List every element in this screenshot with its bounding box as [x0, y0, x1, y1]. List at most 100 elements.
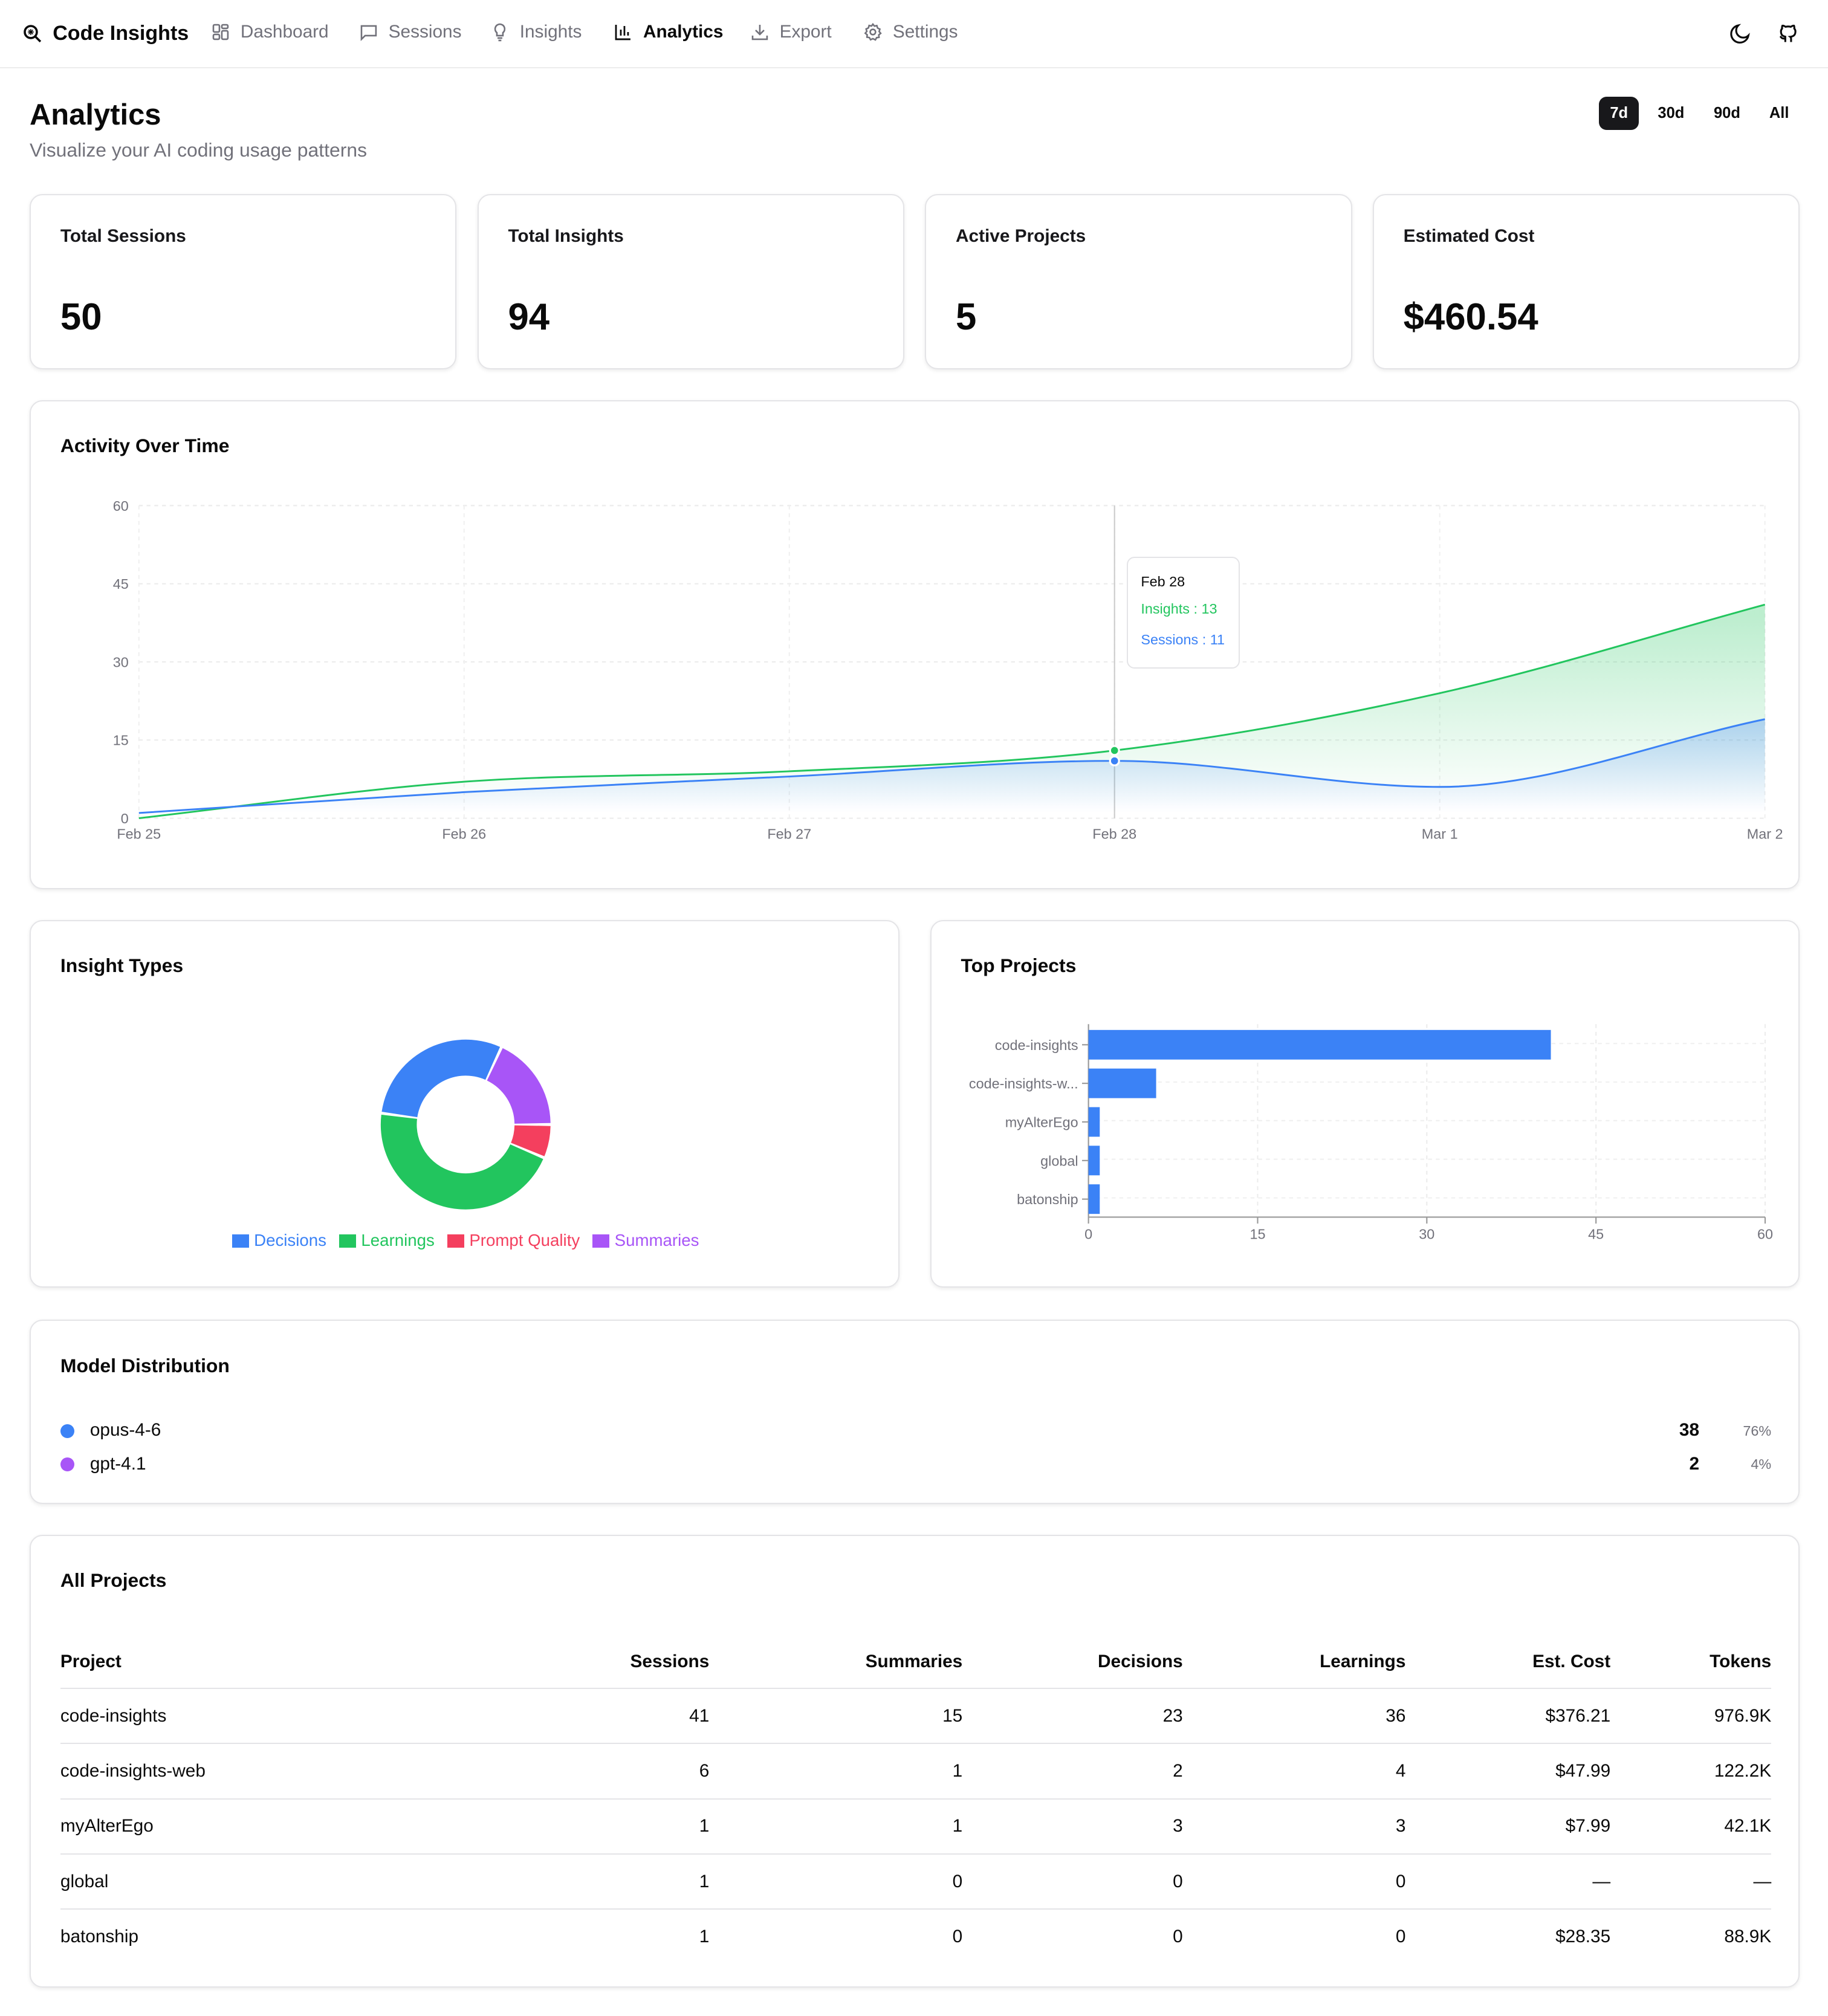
top-projects-card: Top Projects 0 15 30 45 60 code-insights code-… [930, 919, 1801, 1289]
top-projects-bar-chart[interactable]: 0 15 30 45 60 code-insights code-insights-w...… [932, 921, 1801, 1289]
column-header-learnings[interactable]: Learnings [1182, 1636, 1406, 1689]
range-90d-button[interactable]: 90d [1713, 104, 1740, 122]
legend-label: Decisions [254, 1231, 326, 1250]
column-header-decisions[interactable]: Decisions [962, 1636, 1183, 1689]
lightbulb-icon [494, 23, 505, 42]
table-cell: 0 [962, 1854, 1183, 1910]
tooltip-insights: Insights : 13 [1141, 600, 1217, 617]
brand-name: Code Insights [53, 22, 189, 45]
legend-item[interactable]: Decisions [232, 1231, 326, 1250]
table-cell: 3 [962, 1798, 1183, 1855]
table-row[interactable]: batonship 1 0 0 0 $28.35 88.9K [60, 1909, 1771, 1963]
nav-label: Settings [892, 22, 958, 42]
project-name-cell: code-insights-web [60, 1743, 377, 1800]
column-header-tokens[interactable]: Tokens [1610, 1636, 1772, 1689]
x-tick-label: 0 [1084, 1226, 1092, 1242]
card-title: Top Projects [961, 954, 1077, 976]
model-color-dot [60, 1457, 75, 1472]
nav-export[interactable]: Export [750, 22, 832, 42]
stat-value: 5 [956, 296, 977, 339]
nav-dashboard[interactable]: Dashboard [211, 22, 329, 42]
card-title: All Projects [60, 1569, 167, 1592]
donut-slice-prompt-quality[interactable] [511, 1125, 551, 1156]
stat-card-total-sessions: Total Sessions 50 [29, 194, 457, 369]
x-tick-label: Mar 2 [1747, 826, 1783, 841]
legend-item[interactable]: Learnings [339, 1231, 435, 1250]
table-cell: $28.35 [1555, 1927, 1611, 1947]
table-header-row: Project Sessions Summaries Decisions Learnin… [60, 1636, 1772, 1689]
table-row[interactable]: code-insights-web 6 1 2 4 $47.99 122.2K [60, 1743, 1772, 1800]
table-row[interactable]: global 1 0 0 0— — [60, 1854, 1772, 1910]
legend-swatch [232, 1234, 249, 1248]
y-tick-label: 30 [113, 654, 129, 670]
donut-legend: Decisions Learnings Prompt Quality Summarie… [31, 1231, 901, 1250]
range-7d-button[interactable]: 7d [1599, 96, 1639, 130]
activity-chart[interactable]: 0 15 30 45 60 Feb 25 Feb 26 Feb 27 Feb 28 Mar 1 Ma… [31, 401, 1801, 890]
active-dot-sessions [1109, 755, 1120, 767]
donut-slice-learnings[interactable] [380, 1114, 543, 1210]
brand-logo[interactable]: Code Insights [23, 22, 189, 45]
legend-label: Learnings [361, 1231, 435, 1250]
tooltip-sessions: Sessions : 11 [1141, 631, 1225, 647]
column-header-est-cost[interactable]: Est. Cost [1405, 1636, 1611, 1689]
stat-card-total-insights: Total Insights 94 [477, 194, 905, 369]
table-cell: 1 [709, 1798, 963, 1855]
line-sessions[interactable] [138, 718, 1765, 814]
card-title: Activity Over Time [60, 435, 230, 457]
stat-value: $460.54 [1403, 296, 1538, 339]
stat-label: Total Sessions [60, 226, 186, 247]
table-cell: 1 [376, 1854, 710, 1910]
insight-types-card: Insight Types Decisions Learnings Prompt Q… [29, 919, 901, 1288]
range-all-button[interactable]: All [1769, 104, 1789, 122]
page-subtitle: Visualize your AI coding usage patterns [29, 138, 368, 161]
nav-analytics[interactable]: Analytics [614, 22, 723, 42]
active-dot-insights [1109, 745, 1120, 756]
bar[interactable] [1088, 1184, 1100, 1214]
table-cell: 1 [376, 1798, 710, 1855]
line-insights[interactable] [138, 603, 1766, 819]
nav-sessions[interactable]: Sessions [359, 22, 462, 42]
table-row[interactable]: code-insights 41 15 23 36 $376.21 976.9K [60, 1688, 1772, 1745]
x-tick-label: Mar 1 [1422, 826, 1458, 841]
x-tick-label: Feb 26 [442, 826, 486, 841]
nav-settings[interactable]: Settings [863, 22, 958, 42]
github-icon[interactable] [1777, 22, 1800, 45]
model-count: 2 [1689, 1453, 1700, 1474]
legend-item[interactable]: Prompt Quality [447, 1231, 580, 1250]
nav-insights[interactable]: Insights [490, 22, 582, 42]
table-cell: 41 [376, 1688, 710, 1745]
activity-card: Activity Over Time 0 15 30 45 60 Feb 25 Feb 26… [29, 400, 1801, 890]
bar[interactable] [1088, 1029, 1551, 1060]
insight-types-donut[interactable] [31, 921, 901, 1230]
table-cell: 0 [1182, 1854, 1406, 1910]
x-tick-label: 60 [1757, 1226, 1773, 1242]
project-name-cell: batonship [60, 1927, 139, 1947]
grid-icon [212, 24, 229, 41]
bar[interactable] [1088, 1068, 1156, 1098]
y-tick-label: 0 [121, 811, 129, 826]
column-header-sessions[interactable]: Sessions [376, 1636, 710, 1689]
model-color-dot [60, 1424, 75, 1439]
table-cell: $47.99 [1405, 1743, 1611, 1800]
gear-icon [864, 23, 882, 41]
model-name: opus-4-6 [89, 1420, 161, 1441]
range-30d-button[interactable]: 30d [1658, 104, 1685, 122]
legend-swatch [592, 1234, 610, 1248]
y-tick-label: 60 [113, 498, 129, 514]
bar[interactable] [1088, 1107, 1100, 1137]
moon-icon[interactable] [1729, 22, 1752, 45]
donut-slice-decisions[interactable] [381, 1039, 501, 1117]
nav-label: Export [779, 22, 832, 42]
column-header-project[interactable]: Project [60, 1636, 377, 1689]
table-cell: 0 [952, 1927, 963, 1947]
donut-slice-summaries[interactable] [487, 1048, 551, 1124]
table-row[interactable]: myAlterEgo 1 1 3 3 $7.99 42.1K [60, 1798, 1772, 1855]
tooltip-date: Feb 28 [1141, 573, 1185, 589]
legend-item[interactable]: Summaries [592, 1231, 699, 1250]
x-tick-label: 30 [1419, 1226, 1434, 1242]
column-header-summaries[interactable]: Summaries [709, 1636, 963, 1689]
y-tick-label: code-insights-w... [968, 1075, 1078, 1091]
model-row: gpt-4.1 2 4% [60, 1452, 1771, 1478]
bar[interactable] [1088, 1145, 1100, 1175]
stat-value: 50 [60, 296, 102, 339]
